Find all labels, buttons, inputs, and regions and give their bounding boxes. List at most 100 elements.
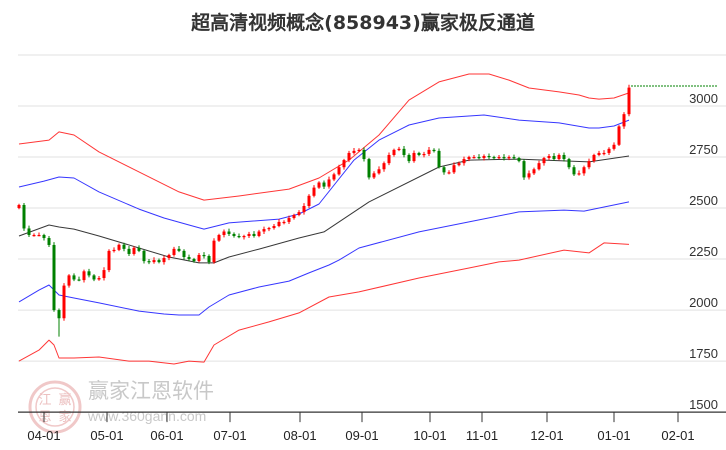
candle: [322, 180, 326, 190]
candle-body: [532, 169, 536, 174]
candle-body: [587, 161, 591, 168]
candle: [547, 153, 551, 161]
candle-body: [127, 248, 131, 254]
candle-body: [77, 279, 81, 281]
candle: [372, 171, 376, 180]
candle-body: [82, 271, 86, 281]
candle-body: [22, 204, 26, 229]
candle-body: [132, 247, 136, 254]
candle-body: [172, 248, 176, 255]
candle: [197, 252, 201, 263]
candle-body: [162, 258, 166, 263]
candle: [557, 153, 561, 161]
candle-body: [217, 234, 221, 241]
candle-body: [512, 157, 516, 159]
candle-body: [542, 158, 546, 164]
candle: [522, 159, 526, 180]
candle-body: [457, 163, 461, 166]
candle: [527, 170, 531, 180]
x-tick-label: 08-01: [283, 428, 316, 443]
y-tick-label: 1750: [689, 346, 718, 361]
candle-body: [387, 154, 391, 164]
candle: [192, 257, 196, 263]
candle-body: [487, 156, 491, 158]
candle: [267, 226, 271, 232]
candle-body: [337, 167, 341, 175]
candle: [62, 283, 66, 321]
candle: [392, 148, 396, 157]
candle-body: [192, 259, 196, 262]
candle-body: [597, 152, 601, 155]
candle-body: [507, 157, 511, 159]
candle-body: [342, 160, 346, 168]
watermark: 江赢恩家 赢家江恩软件 www.360gann.com: [28, 379, 214, 434]
candle-body: [447, 172, 451, 174]
candle-body: [327, 179, 331, 187]
candle-body: [442, 167, 446, 173]
candle-body: [272, 226, 276, 229]
candle-body: [277, 221, 281, 226]
candle-body: [152, 260, 156, 263]
candle-body: [237, 236, 241, 238]
candle-body: [592, 154, 596, 162]
candle-body: [207, 256, 211, 263]
candle-body: [357, 149, 361, 152]
candle-body: [462, 159, 466, 164]
candle: [317, 181, 321, 189]
candle: [352, 148, 356, 155]
watermark-logo: 江赢恩家: [28, 380, 82, 434]
candle-body: [557, 154, 561, 160]
candle: [157, 258, 161, 264]
candle: [147, 259, 151, 265]
y-tick-label: 1500: [689, 397, 718, 412]
candle-body: [307, 195, 311, 206]
candle: [162, 255, 166, 265]
x-tick-label: 09-01: [345, 428, 378, 443]
candle-body: [107, 250, 111, 271]
candle-body: [187, 257, 191, 260]
candle: [122, 242, 126, 252]
candle: [357, 148, 361, 153]
candle-body: [197, 254, 201, 262]
candle-body: [397, 148, 401, 151]
candle-body: [582, 167, 586, 174]
candle: [502, 154, 506, 161]
y-tick-label: 2750: [689, 142, 718, 157]
candle: [67, 274, 71, 288]
candle: [512, 154, 516, 160]
candle-body: [437, 150, 441, 168]
candle: [617, 125, 621, 146]
candle: [582, 165, 586, 176]
candle-body: [92, 275, 96, 280]
candle: [152, 257, 156, 264]
candle: [507, 155, 511, 161]
candle: [462, 156, 466, 166]
candle-body: [27, 228, 31, 235]
candle: [332, 172, 336, 182]
candle-body: [117, 244, 121, 250]
candle-body: [572, 167, 576, 175]
x-tick-label: 05-01: [90, 428, 123, 443]
candle: [497, 154, 501, 160]
candle-body: [147, 261, 151, 263]
candle-body: [32, 234, 36, 237]
candle-body: [522, 161, 526, 178]
candle-body: [382, 163, 386, 170]
grid: [18, 54, 726, 362]
candle: [297, 210, 301, 217]
candle: [177, 246, 181, 253]
y-tick-label: 2250: [689, 244, 718, 259]
candle-body: [177, 248, 181, 251]
candle-body: [282, 221, 286, 224]
candle: [102, 267, 106, 281]
candle: [307, 194, 311, 209]
candle-body: [232, 233, 236, 236]
candle: [52, 242, 56, 312]
candle: [572, 165, 576, 176]
candle-body: [42, 234, 46, 239]
candle: [622, 112, 626, 129]
candle: [532, 167, 536, 175]
y-tick-label: 2000: [689, 295, 718, 310]
candle: [272, 223, 276, 230]
watermark-logo-char: 赢: [58, 392, 71, 408]
